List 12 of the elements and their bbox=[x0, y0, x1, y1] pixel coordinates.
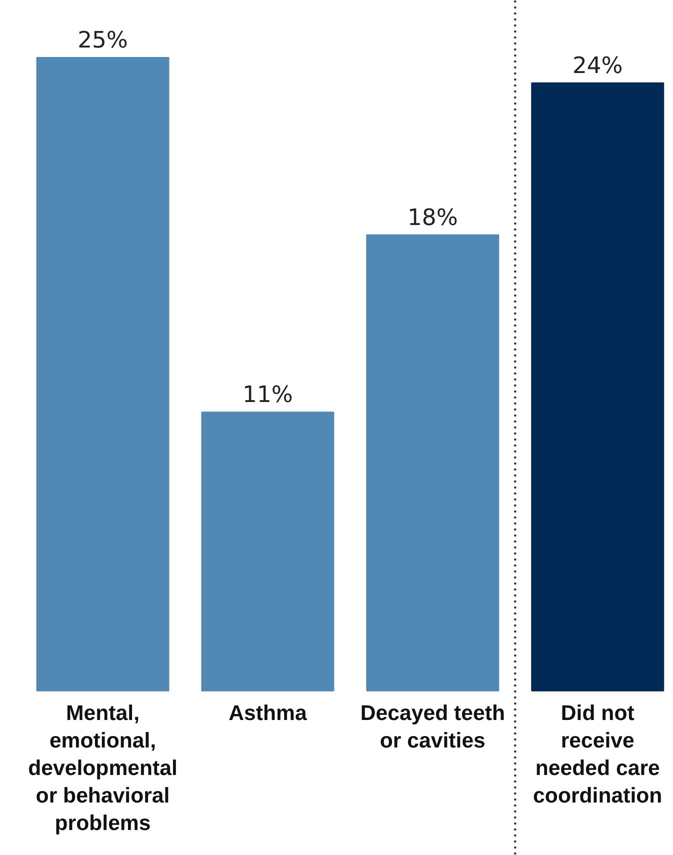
x-tick-label: Asthma bbox=[228, 700, 307, 725]
data-label: 18% bbox=[407, 204, 458, 231]
data-label: 24% bbox=[572, 52, 623, 79]
bar bbox=[201, 412, 334, 692]
bar bbox=[531, 82, 664, 692]
bar bbox=[36, 57, 170, 692]
bar bbox=[366, 234, 500, 692]
x-tick-label: Did not receive needed care coordination bbox=[533, 700, 662, 808]
x-tick-label: Decayed teeth or cavities bbox=[360, 700, 505, 752]
x-tick-label: Mental, emotional, developmental or behavioral problems bbox=[28, 700, 178, 836]
data-label: 11% bbox=[242, 382, 293, 408]
data-label: 25% bbox=[78, 28, 128, 54]
